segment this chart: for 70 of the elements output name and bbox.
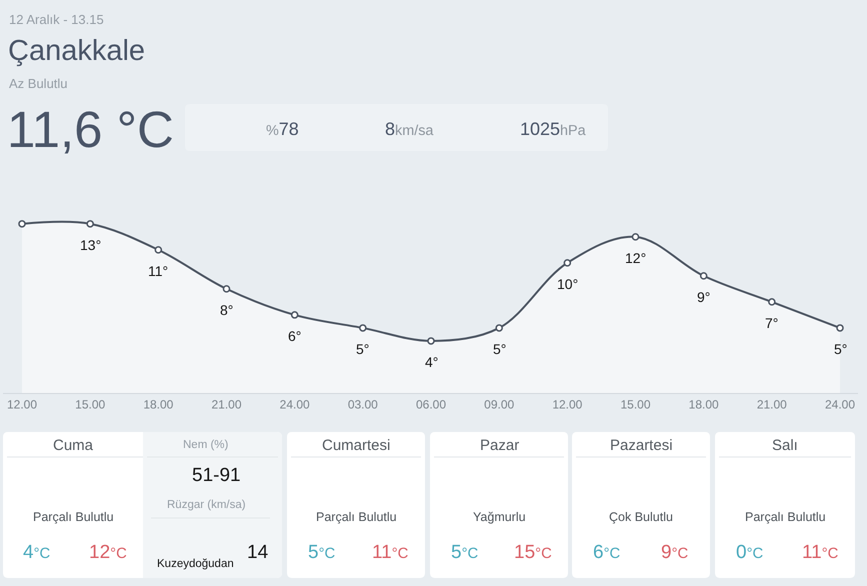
point (290, 311, 298, 319)
data-label: 5° (834, 341, 848, 357)
data-label: 4° (425, 354, 438, 370)
point (632, 233, 640, 241)
x-tick-label: 18.00 (688, 397, 720, 412)
text: 14 (247, 542, 269, 563)
data-label: 10° (557, 276, 578, 292)
x-tick-label: 06.00 (416, 397, 446, 412)
x-tick-label: 21.00 (211, 397, 242, 412)
text: 9°C (661, 542, 688, 563)
point (427, 337, 435, 345)
text: Rüzgar (km/sa) (167, 499, 246, 511)
point (700, 272, 708, 280)
data-label: 5° (356, 341, 370, 357)
x-tick-label: 12.00 (552, 397, 583, 412)
text: Çok Bulutlu (609, 510, 673, 524)
text: 8km/sa (385, 119, 434, 139)
x-tick-label: 18.00 (143, 397, 174, 412)
text: 11,6 °C (7, 101, 174, 158)
point (564, 259, 572, 267)
x-tick-label: 15.00 (75, 397, 106, 412)
point (222, 285, 230, 293)
text: Cumartesi (322, 437, 390, 454)
x-tick-label: 03.00 (348, 397, 378, 412)
text: Az Bulutlu (9, 76, 68, 91)
text: Parçalı Bulutlu (316, 510, 397, 524)
text: Pazartesi (610, 437, 673, 454)
text: Cuma (53, 437, 94, 454)
point (154, 246, 162, 254)
text: Nem (%) (183, 439, 229, 451)
data-label: 11° (148, 263, 168, 279)
text: 11°C (802, 542, 839, 563)
text: Parçalı Bulutlu (33, 510, 114, 524)
text: 12 Aralık - 13.15 (9, 12, 104, 27)
x-tick-label: 21.00 (756, 397, 788, 412)
text: Çanakkale (8, 35, 146, 67)
text: Yağmurlu (473, 510, 526, 524)
text: 51-91 (192, 465, 241, 486)
text: 4°C (23, 542, 50, 563)
text: 5°C (308, 542, 336, 563)
text: 11°C (372, 542, 409, 563)
text: Pazar (480, 437, 520, 454)
text: Kuzeydoğudan (157, 558, 234, 570)
data-label: 9° (697, 289, 710, 305)
text: 5°C (451, 542, 478, 563)
x-tick-label: 09.00 (484, 397, 515, 412)
text: 0°C (736, 542, 764, 563)
point (18, 220, 26, 228)
x-tick-label: 24.00 (280, 397, 310, 412)
x-tick-label: 15.00 (620, 397, 651, 412)
x-tick-label: 24.00 (824, 397, 856, 412)
text: Salı (772, 437, 798, 454)
point (86, 220, 94, 228)
text: 1025hPa (520, 119, 586, 139)
text: Parçalı Bulutlu (745, 510, 826, 524)
text: 12°C (89, 542, 128, 563)
point (495, 324, 503, 332)
point (836, 324, 844, 332)
text: %78 (266, 119, 299, 139)
text: 15°C (514, 542, 552, 563)
text: 6°C (593, 542, 620, 563)
point (359, 324, 367, 332)
data-label: 6° (288, 328, 302, 344)
data-label: 13° (80, 237, 102, 253)
data-label: 12° (625, 250, 646, 266)
x-tick-label: 12.00 (6, 397, 38, 412)
data-label: 8° (220, 302, 234, 318)
data-label: 7° (765, 315, 778, 331)
data-label: 5° (493, 341, 506, 357)
point (768, 298, 776, 306)
